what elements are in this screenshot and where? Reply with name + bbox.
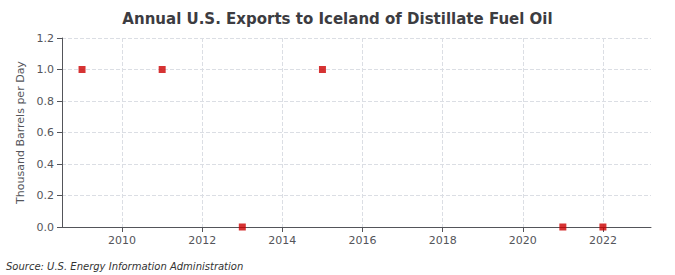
svg-text:2010: 2010: [108, 234, 136, 247]
svg-text:0.4: 0.4: [37, 158, 55, 171]
svg-text:0.8: 0.8: [37, 95, 55, 108]
svg-text:2018: 2018: [429, 234, 457, 247]
svg-text:2012: 2012: [188, 234, 216, 247]
svg-text:1.2: 1.2: [37, 32, 55, 45]
svg-text:Annual U.S. Exports to Iceland: Annual U.S. Exports to Iceland of Distil…: [122, 10, 552, 28]
svg-text:0.2: 0.2: [37, 189, 55, 202]
svg-text:2016: 2016: [349, 234, 377, 247]
svg-text:Source: U.S. Energy Informatio: Source: U.S. Energy Information Administ…: [6, 261, 243, 272]
svg-text:0.0: 0.0: [37, 221, 55, 234]
svg-text:0.6: 0.6: [37, 126, 55, 139]
svg-text:Thousand Barrels per Day: Thousand Barrels per Day: [14, 61, 27, 205]
svg-text:2020: 2020: [509, 234, 537, 247]
svg-text:2022: 2022: [589, 234, 617, 247]
svg-text:2014: 2014: [268, 234, 296, 247]
svg-text:1.0: 1.0: [37, 63, 55, 76]
